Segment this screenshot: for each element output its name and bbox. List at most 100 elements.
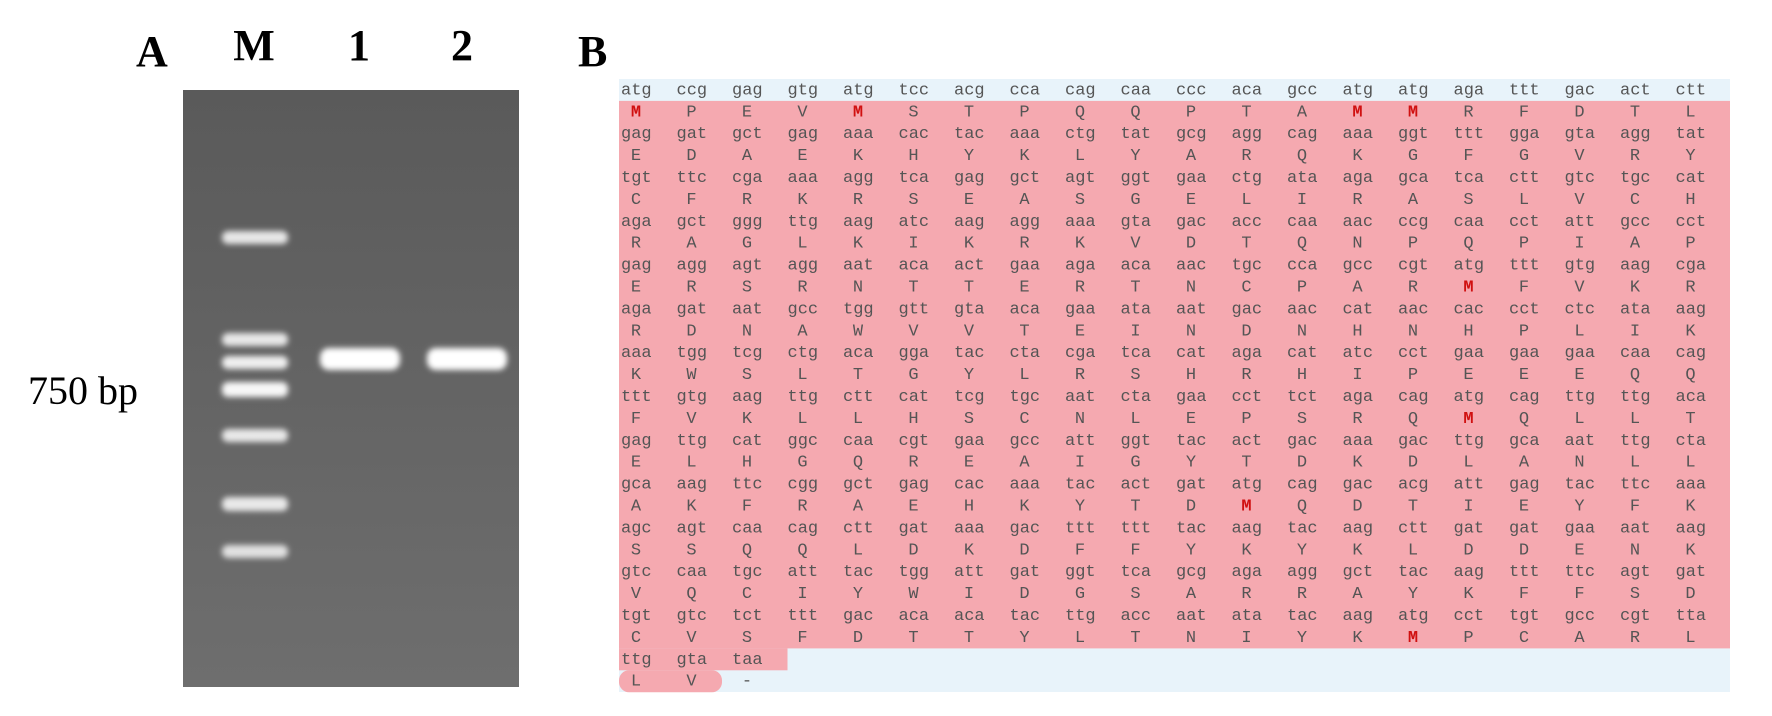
residue: R <box>1352 410 1362 429</box>
codon: acg <box>954 81 985 100</box>
residue: K <box>1019 147 1030 166</box>
residue: I <box>908 235 918 254</box>
codon: ttt <box>788 607 819 626</box>
residue: M <box>1463 279 1473 298</box>
codon: caa <box>732 519 763 538</box>
residue: S <box>742 366 752 385</box>
codon: tac <box>1398 563 1429 582</box>
residue: T <box>908 629 918 648</box>
codon: gaa <box>1565 344 1596 363</box>
residue: T <box>1130 629 1140 648</box>
residue: Y <box>964 147 974 166</box>
codon: act <box>1121 476 1152 495</box>
codon: cag <box>1065 81 1096 100</box>
codon: gtg <box>677 388 708 407</box>
residue: T <box>1130 498 1140 517</box>
residue: L <box>631 673 641 692</box>
residue: S <box>964 410 974 429</box>
codon: gac <box>843 607 874 626</box>
codon: ctt <box>843 388 874 407</box>
codon: cac <box>954 476 985 495</box>
codon: cga <box>1676 257 1707 276</box>
codon: agg <box>1287 563 1318 582</box>
residue: T <box>1130 279 1140 298</box>
codon: aaa <box>1676 476 1707 495</box>
residue: T <box>1685 410 1695 429</box>
residue: M <box>1463 410 1473 429</box>
codon: tcg <box>954 388 985 407</box>
codon: aaa <box>788 169 819 188</box>
codon: aca <box>1010 300 1041 319</box>
residue: C <box>1241 279 1251 298</box>
residue: R <box>1685 279 1695 298</box>
codon: cat <box>732 432 763 451</box>
codon: aaa <box>1343 125 1374 144</box>
lane-label: 1 <box>348 21 370 70</box>
codon: atg <box>1454 257 1485 276</box>
codon: ggt <box>1398 125 1429 144</box>
residue: Q <box>1685 366 1695 385</box>
codon: tac <box>1065 476 1096 495</box>
residue: K <box>1463 585 1474 604</box>
codon: act <box>954 257 985 276</box>
codon: agg <box>843 169 874 188</box>
codon: caa <box>677 563 708 582</box>
codon: tgt <box>1509 607 1540 626</box>
codon: gaa <box>1065 300 1096 319</box>
codon: aaa <box>1010 125 1041 144</box>
codon: gat <box>1676 563 1707 582</box>
codon: tac <box>954 344 985 363</box>
residue: Q <box>1463 235 1473 254</box>
residue: N <box>1630 541 1640 560</box>
residue: T <box>1630 103 1640 122</box>
codon: ctg <box>788 344 819 363</box>
residue: N <box>1297 322 1307 341</box>
residue: A <box>853 498 864 517</box>
codon: gac <box>1398 432 1429 451</box>
codon: cct <box>1232 388 1263 407</box>
residue: E <box>742 103 752 122</box>
codon: gtt <box>899 300 930 319</box>
residue: T <box>964 629 974 648</box>
codon: aag <box>1343 607 1374 626</box>
residue: I <box>1241 629 1251 648</box>
residue: Q <box>1630 366 1640 385</box>
codon: cta <box>1676 432 1707 451</box>
codon: aga <box>1065 257 1096 276</box>
codon: gcc <box>1287 81 1318 100</box>
residue: Y <box>853 585 863 604</box>
codon: ccc <box>1176 81 1207 100</box>
residue: R <box>908 454 918 473</box>
codon: tac <box>1176 519 1207 538</box>
residue: A <box>797 322 808 341</box>
codon: tct <box>1287 388 1318 407</box>
codon: atg <box>1343 81 1374 100</box>
residue: D <box>1352 498 1362 517</box>
residue: I <box>1297 191 1307 210</box>
residue: S <box>631 541 641 560</box>
codon: gtc <box>621 563 652 582</box>
codon: ctt <box>843 519 874 538</box>
residue: N <box>1408 322 1418 341</box>
codon: ggt <box>1121 169 1152 188</box>
codon: tgt <box>621 607 652 626</box>
residue: G <box>1130 191 1140 210</box>
residue: E <box>1574 366 1584 385</box>
codon: aat <box>1065 388 1096 407</box>
codon: gaa <box>1509 344 1540 363</box>
residue: D <box>1019 541 1029 560</box>
codon: aca <box>843 344 874 363</box>
residue: A <box>1019 454 1030 473</box>
residue: N <box>1352 235 1362 254</box>
residue: R <box>1297 585 1307 604</box>
residue: K <box>1241 541 1252 560</box>
codon: tgt <box>621 169 652 188</box>
residue: D <box>908 541 918 560</box>
residue: F <box>1075 541 1085 560</box>
residue: H <box>908 410 918 429</box>
codon: gct <box>732 125 763 144</box>
codon: cct <box>1398 344 1429 363</box>
residue: E <box>964 191 974 210</box>
codon: caa <box>843 432 874 451</box>
codon: gag <box>899 476 930 495</box>
